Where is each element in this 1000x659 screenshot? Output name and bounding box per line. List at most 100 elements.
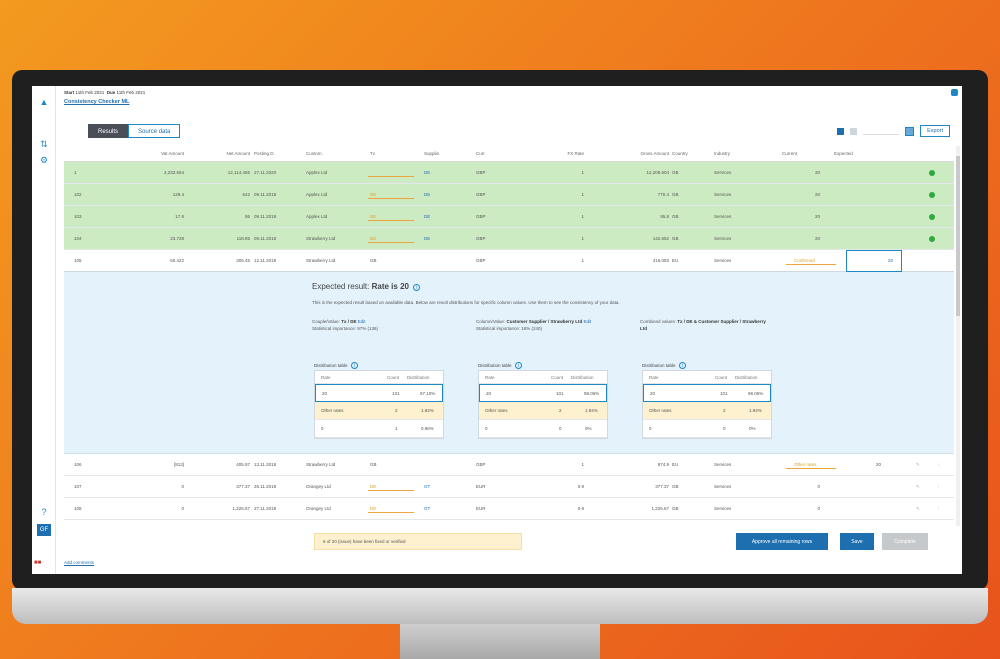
info-icon[interactable]: i bbox=[514, 362, 522, 369]
col-supplier[interactable]: Supplie. bbox=[424, 151, 441, 156]
group-combined: Combined values: Tx / DE & Customer Supp… bbox=[640, 318, 770, 332]
info-icon[interactable]: i bbox=[678, 362, 686, 369]
industry: Services bbox=[714, 236, 732, 241]
edit-icon[interactable]: ✎ bbox=[916, 505, 920, 511]
table-row[interactable]: 104 23.728 118.85 09.11.2018 Strawberry … bbox=[64, 228, 954, 250]
gross-amount: 974.9 bbox=[657, 462, 669, 467]
col-net-amount[interactable]: Net Amount bbox=[226, 151, 250, 156]
filter-icon[interactable] bbox=[905, 126, 915, 136]
col-fx-rate[interactable]: FX Rate bbox=[567, 151, 584, 156]
col-tx[interactable]: Tx bbox=[370, 151, 375, 156]
current: 20 bbox=[814, 192, 820, 197]
user-avatar[interactable]: GF bbox=[37, 524, 51, 536]
table-row[interactable]: 108 0 1,225.67 27.11.2018 Orangey Ltd DE… bbox=[64, 498, 954, 520]
page-title[interactable]: Consistency Checker ML bbox=[64, 99, 130, 105]
edit-link[interactable]: Edit bbox=[357, 319, 366, 324]
dist-row[interactable]: Other rates 2 1.92% bbox=[315, 402, 443, 420]
info-icon[interactable]: i bbox=[413, 284, 421, 291]
industry: Services bbox=[714, 484, 732, 489]
edit-icon[interactable]: ✎ bbox=[916, 461, 920, 467]
posting-date: 27.11.2020 bbox=[254, 170, 277, 175]
country: GB bbox=[672, 214, 679, 219]
notification-icon[interactable] bbox=[951, 89, 958, 96]
dist-row[interactable]: Other rates 2 1.94% bbox=[643, 402, 771, 420]
tx: DE bbox=[370, 214, 377, 219]
dist-row[interactable]: 20 101 98.06% bbox=[643, 384, 771, 402]
filter-input[interactable] bbox=[863, 127, 900, 135]
dist-pct: 1.92% bbox=[421, 408, 434, 413]
current: 0 bbox=[817, 484, 820, 489]
table-row[interactable]: 1 2,233.654 12,114.455 27.11.2020 Applex… bbox=[64, 162, 954, 184]
table-scrollbar[interactable] bbox=[956, 146, 960, 526]
dist-label: Distribution table i bbox=[478, 362, 522, 369]
app-screen: ▲ ⇅ ⚙ ? GF ■■ Start 11th Feb 2021 Due 11… bbox=[32, 86, 962, 574]
col-current[interactable]: Current bbox=[782, 151, 798, 156]
more-icon[interactable]: ⋮ bbox=[936, 461, 941, 467]
dist-rate: Other rates bbox=[485, 408, 508, 413]
col-vat-amount[interactable]: Vat Amount bbox=[161, 151, 184, 156]
tab-source-data[interactable]: Source data bbox=[128, 124, 181, 138]
approve-all-button[interactable]: Approve all remaining rows bbox=[736, 533, 828, 550]
supplier: GT bbox=[424, 484, 431, 489]
supplier: DE bbox=[424, 170, 431, 175]
scrollbar-thumb[interactable] bbox=[956, 156, 960, 316]
currency: GBP bbox=[476, 170, 486, 175]
fx-rate: 0.9 bbox=[577, 484, 584, 489]
tab-results[interactable]: Results bbox=[88, 124, 129, 138]
dist-header: Rate Count Distribution bbox=[315, 371, 443, 384]
dist-row[interactable]: 0 1 0.96% bbox=[315, 420, 443, 438]
transfer-icon[interactable]: ⇅ bbox=[40, 139, 48, 149]
vat-amount: 17.8 bbox=[175, 214, 184, 219]
dist-pct: 98.06% bbox=[584, 390, 600, 396]
monitor-stand bbox=[400, 624, 600, 659]
dist-row[interactable]: 0 0 0% bbox=[643, 420, 771, 438]
col-industry[interactable]: Industry bbox=[714, 151, 731, 156]
table-row[interactable]: 103 17.8 95 09.11.2018 Applex Ltd DE DE … bbox=[64, 206, 954, 228]
col-country[interactable]: Country bbox=[672, 151, 688, 156]
edit-icon[interactable]: ✎ bbox=[916, 483, 920, 489]
row-id: 105 bbox=[74, 258, 82, 263]
dist-rate: 20 bbox=[486, 390, 492, 396]
table-row[interactable]: 106 [813] 405.97 13.11.2018 Strawberry L… bbox=[64, 454, 954, 476]
net-amount: 118.85 bbox=[236, 236, 250, 241]
complete-button[interactable]: Complete bbox=[882, 533, 928, 550]
group-value: Customer Supplier / Strawberry Ltd bbox=[506, 319, 583, 324]
add-comments-link[interactable]: Add comments bbox=[64, 560, 95, 565]
more-icon[interactable]: ⋮ bbox=[936, 483, 941, 489]
edit-link[interactable]: Edit bbox=[583, 319, 592, 324]
list-view-icon[interactable] bbox=[850, 127, 858, 135]
dist-row[interactable]: 0 0 0% bbox=[479, 420, 607, 438]
country: EU bbox=[672, 258, 679, 263]
more-icon[interactable]: ⋮ bbox=[936, 505, 941, 511]
col-customer[interactable]: Custom. bbox=[306, 151, 323, 156]
grid-view-icon[interactable] bbox=[837, 127, 845, 135]
expected-dropdown[interactable]: 20 bbox=[846, 250, 902, 272]
customer: Orangey Ltd bbox=[306, 484, 331, 489]
dist-pct: 0% bbox=[749, 426, 756, 431]
due-label: Due bbox=[106, 90, 116, 95]
dist-col-distribution: Distribution bbox=[735, 374, 758, 380]
info-icon[interactable]: i bbox=[350, 362, 358, 369]
save-button[interactable]: Save bbox=[840, 533, 874, 550]
industry: Services bbox=[714, 170, 732, 175]
dist-row[interactable]: Other rates 2 1.94% bbox=[479, 402, 607, 420]
col-currency[interactable]: Curr bbox=[476, 151, 485, 156]
supplier: DE bbox=[424, 214, 431, 219]
customer: Applex Ltd bbox=[306, 170, 328, 175]
col-posting-date[interactable]: Posting D. bbox=[254, 151, 275, 156]
tx-underline bbox=[368, 176, 414, 177]
table-row-selected[interactable]: 105 60.422 305.45 12.11.2018 Strawberry … bbox=[64, 250, 954, 272]
export-button[interactable]: Export bbox=[920, 125, 950, 137]
logo-icon[interactable]: ▲ bbox=[39, 97, 49, 107]
col-expected[interactable]: Expected bbox=[834, 151, 853, 156]
help-icon[interactable]: ? bbox=[41, 507, 47, 517]
current-underline bbox=[786, 264, 836, 265]
dist-row[interactable]: 20 131 97.10% bbox=[315, 384, 443, 402]
col-gross-amount[interactable]: Gross Amount bbox=[640, 151, 669, 156]
gear-icon[interactable]: ⚙ bbox=[39, 155, 49, 165]
table-row[interactable]: 107 0 377.37 26.11.2018 Orangey Ltd DE G… bbox=[64, 476, 954, 498]
table-row[interactable]: 102 129.4 642 09.11.2018 Applex Ltd DE D… bbox=[64, 184, 954, 206]
dist-row[interactable]: 20 101 98.06% bbox=[479, 384, 607, 402]
fx-rate: 1 bbox=[581, 170, 584, 175]
gross-amount: 770.4 bbox=[657, 192, 669, 197]
